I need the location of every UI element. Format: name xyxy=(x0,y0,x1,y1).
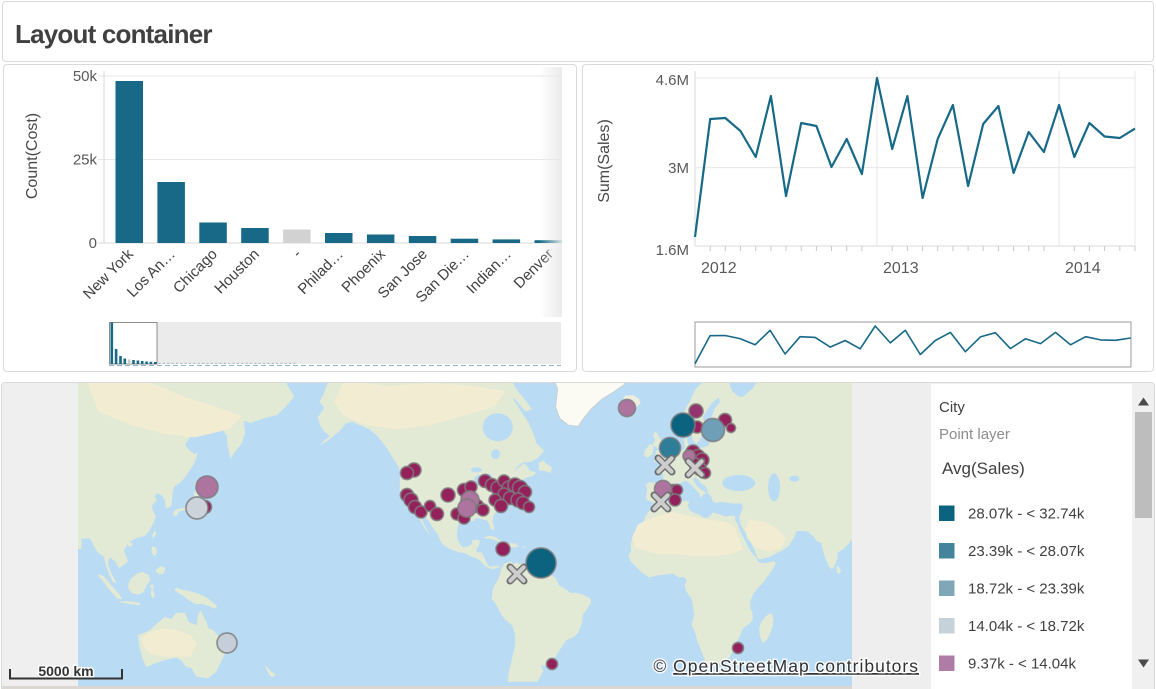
svg-text:23.39k - < 28.07k: 23.39k - < 28.07k xyxy=(968,543,1085,560)
svg-text:2013: 2013 xyxy=(883,260,919,277)
svg-text:Sum(Sales): Sum(Sales) xyxy=(596,119,613,203)
svg-text:25k: 25k xyxy=(73,152,98,169)
svg-text:5000 km: 5000 km xyxy=(38,663,93,679)
svg-text:Houston: Houston xyxy=(211,246,263,298)
svg-text:Point layer: Point layer xyxy=(939,426,1010,443)
svg-text:18.72k - < 23.39k: 18.72k - < 23.39k xyxy=(968,581,1085,598)
svg-text:1.6M: 1.6M xyxy=(656,242,689,259)
svg-text:3M: 3M xyxy=(668,160,689,177)
svg-text:Chicago: Chicago xyxy=(170,246,221,297)
svg-text:Philad…: Philad… xyxy=(295,246,347,298)
svg-text:© OpenStreetMap contributors: © OpenStreetMap contributors xyxy=(653,656,919,676)
svg-text:2014: 2014 xyxy=(1065,260,1101,277)
svg-text:2012: 2012 xyxy=(701,260,737,277)
svg-text:14.04k - < 18.72k: 14.04k - < 18.72k xyxy=(968,618,1085,635)
svg-text:Count(Cost): Count(Cost) xyxy=(24,113,41,199)
svg-text:City: City xyxy=(939,399,965,416)
svg-text:Indian…: Indian… xyxy=(463,246,515,298)
svg-text:-: - xyxy=(289,246,305,262)
svg-text:Avg(Sales): Avg(Sales) xyxy=(942,459,1025,478)
svg-text:28.07k - < 32.74k: 28.07k - < 32.74k xyxy=(968,506,1085,523)
svg-text:9.37k - < 14.04k: 9.37k - < 14.04k xyxy=(968,656,1076,673)
svg-text:4.6M: 4.6M xyxy=(656,72,689,89)
svg-text:50k: 50k xyxy=(73,68,98,85)
svg-text:0: 0 xyxy=(89,235,97,252)
